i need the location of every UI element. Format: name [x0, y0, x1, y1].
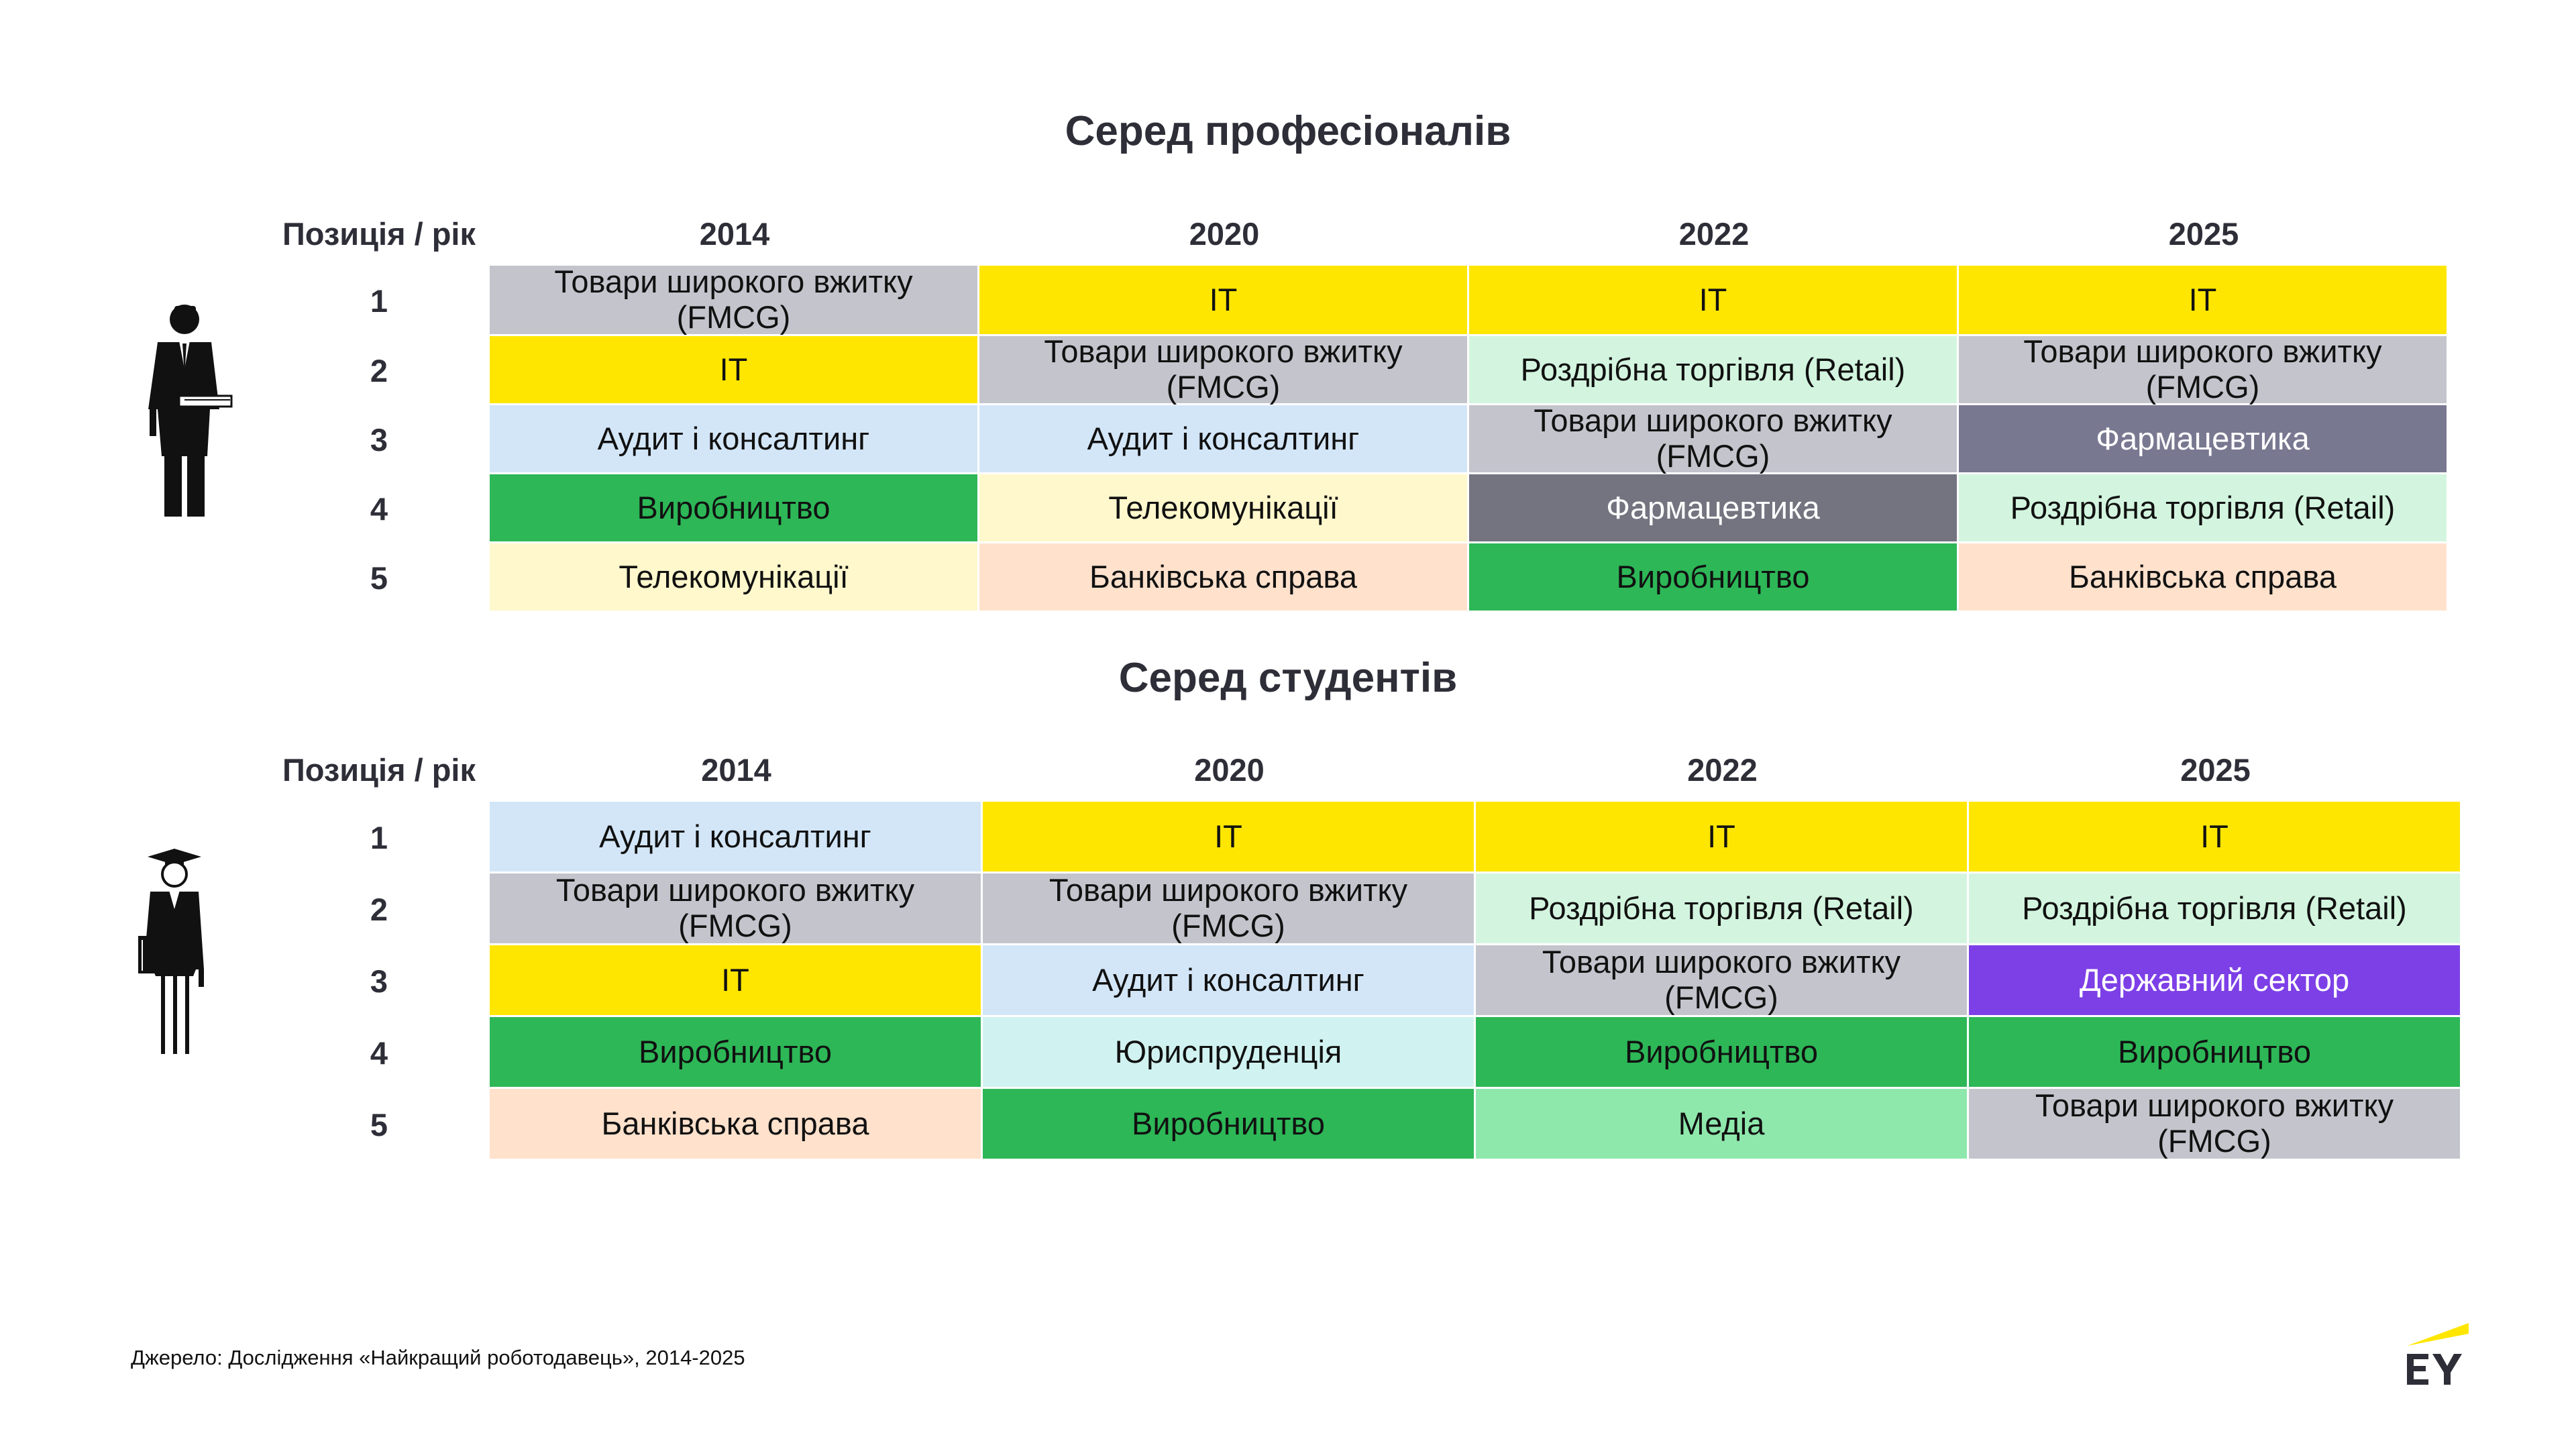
rank-label: 4 [370, 1035, 388, 1071]
table-cell: Виробництво [490, 1017, 983, 1089]
table-cell: IT [983, 802, 1476, 874]
rank-label: 5 [370, 1107, 388, 1143]
table-cell: Аудит і консалтинг [490, 802, 983, 874]
table-cell: Банківська справа [1959, 543, 2449, 613]
table-cell: Банківська справа [979, 543, 1469, 613]
table-cell: Банківська справа [490, 1089, 983, 1161]
table-cell: Роздрібна торгівля (Retail) [1959, 474, 2449, 543]
table-cell: Виробництво [983, 1089, 1476, 1161]
table-cell: Фармацевтика [1469, 474, 1959, 543]
header-year: 2014 [699, 215, 770, 252]
table-cell: IT [490, 945, 983, 1017]
table-cell: Аудит і консалтинг [983, 945, 1476, 1017]
table-cell: Товари широкого вжитку (FMCG) [979, 334, 1469, 405]
header-year: 2022 [1678, 215, 1750, 252]
section-title-professionals: Серед професіоналів [1065, 108, 1511, 154]
table-cell: Товари широкого вжитку (FMCG) [1969, 1088, 2462, 1161]
table-cell: Роздрібна торгівля (Retail) [1476, 874, 1969, 945]
table-cell: Товари широкого вжитку (FMCG) [1476, 945, 1969, 1017]
header-year: 2025 [2168, 215, 2239, 252]
table-cell: Виробництво [1469, 543, 1959, 613]
ey-logo [2407, 1323, 2469, 1385]
header-position-year: Позиція / рік [282, 215, 476, 252]
ranking-table-students: Позиція / рік 2014 2020 2022 2025 1 Ауди… [268, 738, 2462, 1161]
rank-label: 5 [370, 560, 388, 596]
table-cell: Юриспруденція [983, 1017, 1476, 1089]
table-cell: Виробництво [1969, 1017, 2462, 1089]
section-title-students: Серед студентів [1118, 655, 1458, 701]
rank-label: 4 [370, 491, 388, 527]
table-cell: Роздрібна торгівля (Retail) [1969, 874, 2462, 945]
ranking-table-professionals: Позиція / рік 2014 2020 2022 2025 1 Това… [268, 201, 2449, 613]
rank-label: 2 [370, 892, 388, 927]
header-year: 2020 [1189, 215, 1260, 252]
table-cell: IT [1959, 266, 2449, 336]
table-cell: IT [979, 266, 1469, 336]
source-note: Джерело: Дослідження «Найкращий роботода… [131, 1346, 745, 1369]
table-cell: Товари широкого вжитку (FMCG) [1959, 334, 2449, 405]
table-cell: Фармацевтика [1959, 405, 2449, 474]
table-cell: Товари широкого вжитку (FMCG) [490, 264, 979, 336]
rank-label: 1 [370, 283, 388, 319]
table-cell: IT [1969, 802, 2462, 874]
table-cell: Державний сектор [1969, 945, 2462, 1017]
table-cell: Виробництво [490, 474, 979, 543]
table-cell: Телекомунікації [490, 543, 979, 613]
table-cell: Аудит і консалтинг [490, 405, 979, 474]
rank-label: 1 [370, 820, 388, 855]
table-cell: IT [1476, 802, 1969, 874]
table-cell: Товари широкого вжитку (FMCG) [983, 873, 1476, 945]
table-cell: Товари широкого вжитку (FMCG) [1469, 403, 1959, 474]
table-cell: Виробництво [1476, 1017, 1969, 1089]
rank-label: 3 [370, 422, 388, 458]
table-cell: Телекомунікації [979, 474, 1469, 543]
businessman-icon [148, 305, 233, 517]
rank-label: 2 [370, 353, 388, 388]
rank-label: 3 [370, 963, 388, 999]
header-position-year: Позиція / рік [282, 752, 476, 788]
header-year: 2025 [2180, 752, 2251, 788]
header-year: 2014 [701, 752, 771, 788]
table-cell: IT [490, 336, 979, 405]
graduate-student-icon [138, 849, 204, 1054]
table-cell: Медіа [1476, 1089, 1969, 1161]
header-year: 2020 [1194, 752, 1265, 788]
table-cell: IT [1469, 266, 1959, 336]
table-cell: Товари широкого вжитку (FMCG) [490, 873, 983, 945]
header-year: 2022 [1687, 752, 1758, 788]
table-cell: Аудит і консалтинг [979, 405, 1469, 474]
table-cell: Роздрібна торгівля (Retail) [1469, 336, 1959, 405]
